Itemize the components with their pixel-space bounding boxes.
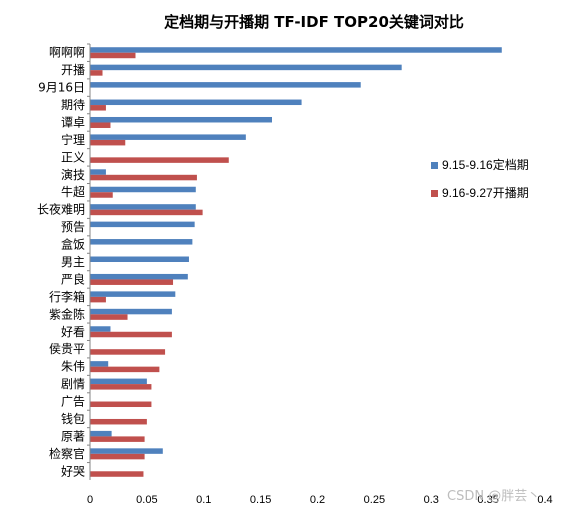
bar-series-2 bbox=[90, 157, 229, 163]
category-label: 原著 bbox=[61, 429, 85, 443]
bar-series-1 bbox=[90, 239, 193, 245]
x-axis-ticks: 0 0.05 0.1 0.15 0.2 0.25 0.3 0.35 0.4 bbox=[87, 494, 553, 506]
bar-series-2 bbox=[90, 279, 174, 285]
bar-series-1 bbox=[90, 291, 176, 297]
bar-series-1 bbox=[90, 361, 109, 367]
x-tick-label: 0.4 bbox=[537, 494, 552, 506]
category-label: 检察官 bbox=[49, 446, 85, 461]
category-label: 开播 bbox=[61, 63, 85, 77]
category-label: 朱伟 bbox=[61, 360, 85, 374]
bar-series-1 bbox=[90, 273, 188, 280]
bar-series-2 bbox=[90, 192, 113, 198]
bar-series-2 bbox=[90, 52, 136, 59]
category-label: 紫金陈 bbox=[49, 306, 85, 321]
category-label: 期待 bbox=[61, 98, 85, 112]
category-label: 预告 bbox=[61, 220, 85, 234]
category-label: 长夜难明 bbox=[37, 202, 85, 217]
legend-swatch bbox=[431, 162, 438, 169]
bar-series-2 bbox=[90, 139, 126, 146]
bar-series-2 bbox=[90, 296, 106, 303]
bar-series-2 bbox=[90, 331, 172, 338]
bar-series-2 bbox=[90, 314, 128, 320]
x-tick-label: 0.25 bbox=[364, 494, 385, 506]
legend-label: 9.16-9.27开播期 bbox=[442, 186, 529, 200]
bar-series-2 bbox=[90, 349, 166, 355]
category-label: 钱包 bbox=[61, 411, 85, 426]
bar-series-1 bbox=[90, 47, 502, 53]
bar-series-2 bbox=[90, 436, 145, 442]
bar-series-1 bbox=[90, 448, 163, 454]
x-tick-label: 0.15 bbox=[250, 494, 271, 506]
category-label: 好看 bbox=[61, 325, 85, 339]
bar-series-1 bbox=[90, 326, 111, 332]
bar-series-2 bbox=[90, 70, 103, 76]
category-label: 严良 bbox=[61, 271, 85, 286]
legend-swatch bbox=[431, 190, 438, 197]
category-label: 9月16日 bbox=[38, 81, 85, 95]
bar-series-2 bbox=[90, 366, 160, 373]
category-label: 宁理 bbox=[61, 132, 85, 147]
bar-series-2 bbox=[90, 122, 111, 128]
bar-series-1 bbox=[90, 256, 189, 262]
category-label: 行李箱 bbox=[49, 289, 85, 304]
bar-series-1 bbox=[90, 64, 402, 71]
x-tick-label: 0.1 bbox=[196, 494, 211, 506]
category-label: 谭卓 bbox=[61, 115, 85, 129]
bar-series-1 bbox=[90, 169, 106, 175]
bar-series-2 bbox=[90, 453, 145, 460]
bar-series-1 bbox=[90, 186, 196, 193]
legend-label: 9.15-9.16定档期 bbox=[442, 157, 529, 172]
bar-series-1 bbox=[90, 430, 112, 437]
chart-title: 定档期与开播期 TF-IDF TOP20关键词对比 bbox=[164, 13, 464, 31]
x-tick-label: 0.3 bbox=[424, 494, 439, 506]
bar-series-1 bbox=[90, 82, 361, 88]
bar-series-1 bbox=[90, 99, 302, 106]
x-tick-label: 0.05 bbox=[136, 494, 157, 506]
category-label: 啊啊啊 bbox=[49, 46, 85, 60]
x-tick-label: 0 bbox=[87, 494, 93, 506]
category-label: 盒饭 bbox=[61, 237, 85, 252]
category-label: 演技 bbox=[61, 167, 85, 182]
bar-series-2 bbox=[90, 401, 152, 408]
x-tick-label: 0.35 bbox=[477, 494, 498, 506]
category-label: 男主 bbox=[61, 255, 85, 269]
bar-series-1 bbox=[90, 221, 195, 228]
bar-series-1 bbox=[90, 308, 172, 315]
bar-series-1 bbox=[90, 134, 246, 140]
category-label: 侯贵平 bbox=[49, 342, 85, 356]
category-label: 牛超 bbox=[61, 184, 85, 199]
category-label: 广告 bbox=[61, 395, 85, 409]
x-tick-label: 0.2 bbox=[310, 494, 325, 506]
category-label: 剧情 bbox=[61, 377, 85, 391]
bar-series-2 bbox=[90, 209, 203, 216]
bars-layer bbox=[90, 47, 502, 477]
bar-series-1 bbox=[90, 204, 196, 210]
category-label: 正义 bbox=[61, 150, 85, 164]
category-label: 好哭 bbox=[61, 464, 85, 478]
bar-series-1 bbox=[90, 378, 147, 385]
bar-series-2 bbox=[90, 384, 152, 390]
bar-series-2 bbox=[90, 105, 106, 111]
bar-series-1 bbox=[90, 116, 272, 123]
legend: 9.15-9.16定档期 9.16-9.27开播期 bbox=[431, 157, 529, 200]
bar-series-2 bbox=[90, 418, 147, 425]
watermark-text: CSDN @胖芸丶 bbox=[447, 488, 540, 504]
bar-series-2 bbox=[90, 174, 197, 181]
bar-series-2 bbox=[90, 471, 144, 477]
